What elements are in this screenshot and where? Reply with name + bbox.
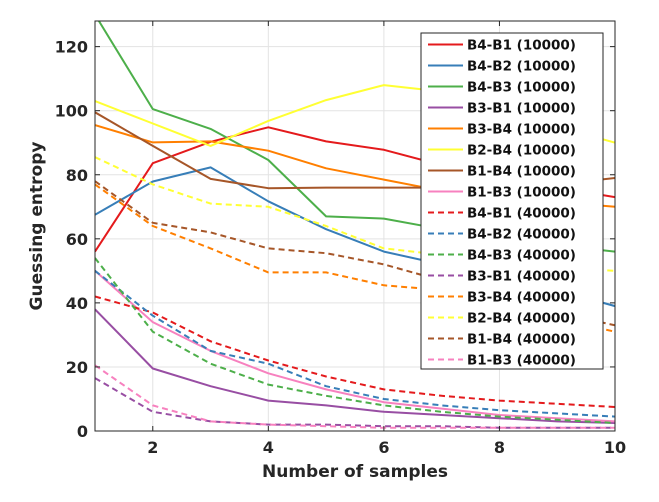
- legend-entry-label: B1-B4 (40000): [467, 332, 576, 348]
- series-line-b4-b2-40000: [95, 270, 615, 418]
- legend: B4-B1 (10000) B4-B2 (10000) B4-B3 (10000) B…: [420, 32, 604, 370]
- legend-entry-label: B4-B3 (40000): [467, 248, 576, 264]
- legend-entry-label: B4-B2 (10000): [467, 59, 576, 75]
- y-axis-label: Guessing entropy: [27, 142, 47, 311]
- x-tick-label: 4: [263, 438, 274, 457]
- legend-entry-label: B1-B4 (10000): [467, 164, 576, 180]
- legend-entry-label: B1-B3 (10000): [467, 185, 576, 201]
- y-tick-label: 60: [66, 230, 88, 249]
- x-axis-label: Number of samples: [262, 462, 448, 482]
- series-line-b1-b3-10000: [95, 270, 615, 423]
- series-line-b3-b1-10000: [95, 308, 615, 424]
- legend-entry-label: B4-B1 (10000): [467, 38, 576, 54]
- legend-entry-label: B4-B2 (40000): [467, 227, 576, 243]
- series-line-b3-b1-40000: [95, 377, 615, 429]
- series-line-b3-b4-40000: [95, 183, 615, 333]
- x-tick-label: 2: [147, 438, 158, 457]
- y-tick-label: 80: [66, 166, 88, 185]
- y-tick-label: 20: [66, 358, 88, 377]
- x-tick-label: 8: [494, 438, 505, 457]
- legend-entry-label: B3-B1 (40000): [467, 269, 576, 285]
- legend-entry-label: B4-B1 (40000): [467, 206, 576, 222]
- legend-entry-label: B4-B3 (10000): [467, 80, 576, 96]
- series-line-b4-b3-40000: [95, 257, 615, 424]
- legend-box: [420, 32, 604, 370]
- y-tick-label: 120: [55, 38, 88, 57]
- y-tick-label: 40: [66, 294, 88, 313]
- series-line-b1-b4-40000: [95, 180, 615, 327]
- legend-entry-label: B3-B1 (10000): [467, 101, 576, 117]
- y-tick-label: 0: [77, 422, 88, 441]
- series-line-b1-b3-40000: [95, 364, 615, 429]
- x-tick-label: 10: [604, 438, 626, 457]
- y-tick-label: 100: [55, 102, 88, 121]
- legend-entry-label: B3-B4 (40000): [467, 290, 576, 306]
- legend-entry-label: B3-B4 (10000): [467, 122, 576, 138]
- plot-frame: [94, 20, 616, 432]
- legend-entry-label: B2-B4 (40000): [467, 311, 576, 327]
- x-tick-label: 6: [378, 438, 389, 457]
- legend-entry-label: B2-B4 (10000): [467, 143, 576, 159]
- legend-entry-label: B1-B3 (40000): [467, 353, 576, 369]
- series-line-b4-b1-40000: [95, 295, 615, 408]
